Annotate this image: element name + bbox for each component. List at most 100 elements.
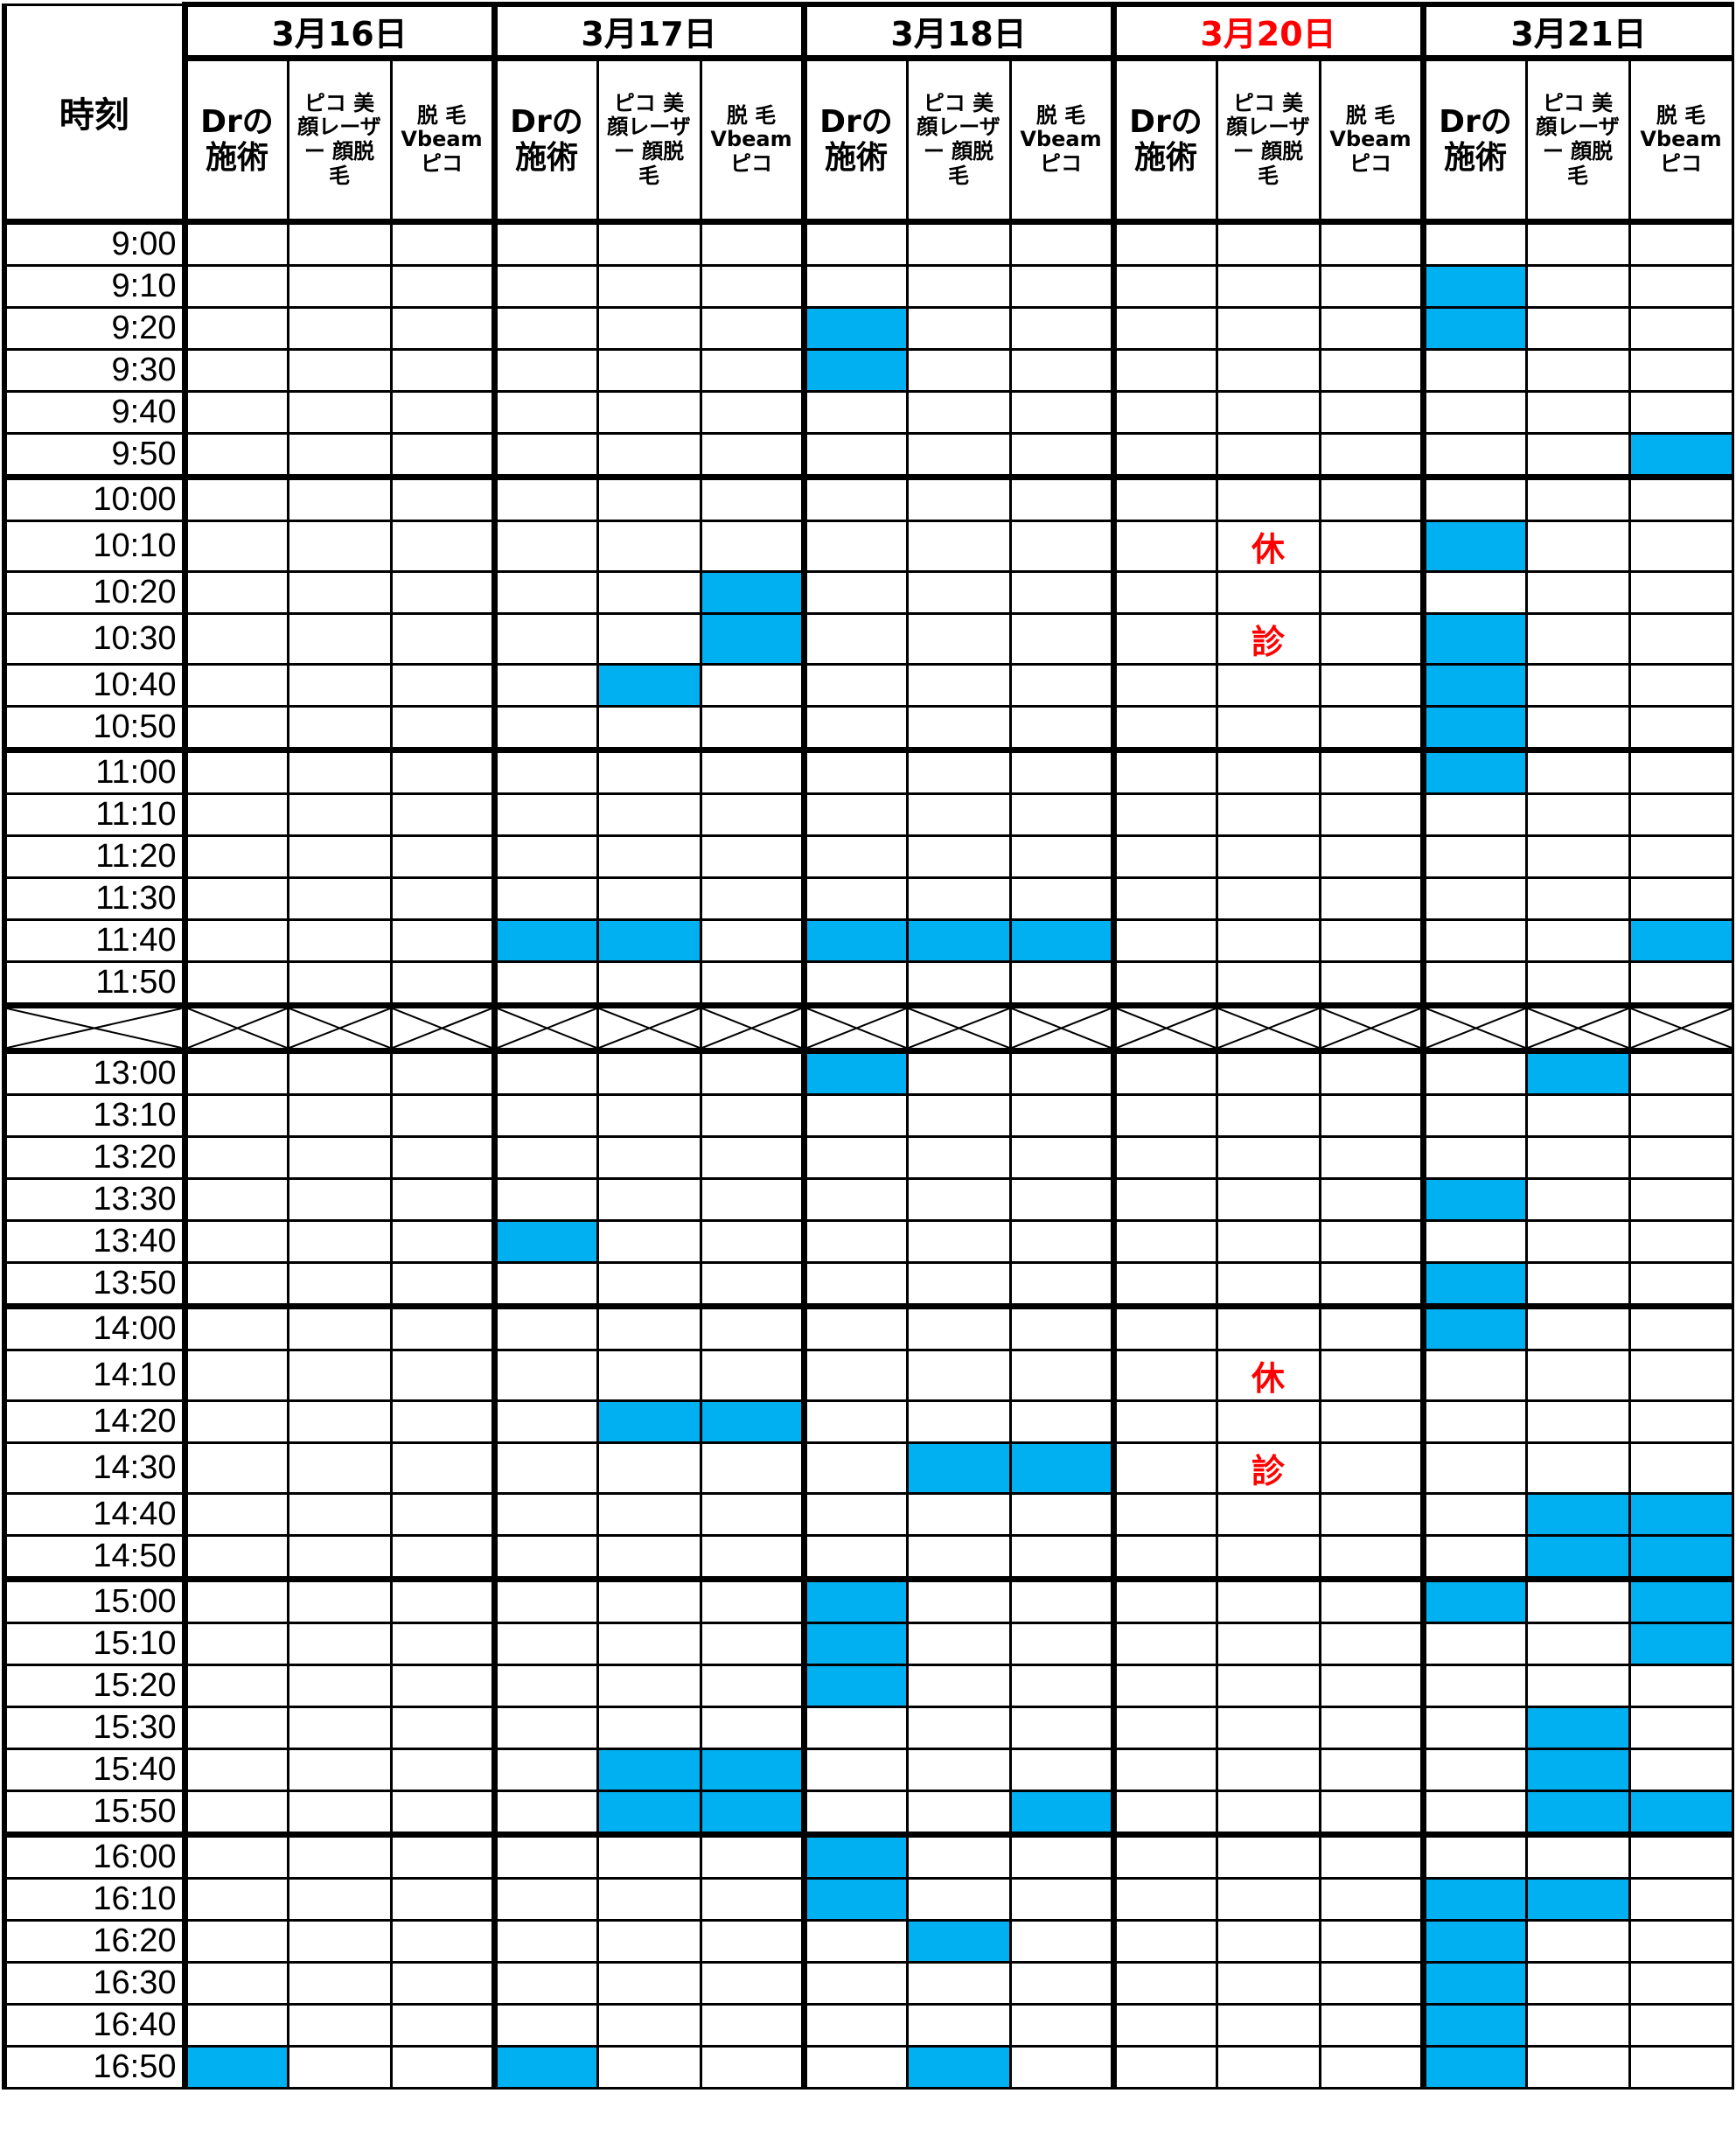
booked-slot[interactable] bbox=[1524, 1877, 1631, 1922]
booked-slot[interactable] bbox=[1628, 1790, 1734, 1836]
available-slot[interactable] bbox=[800, 1790, 909, 1836]
available-slot[interactable] bbox=[1524, 390, 1631, 435]
available-slot[interactable] bbox=[905, 1261, 1012, 1308]
available-slot[interactable] bbox=[1524, 2045, 1631, 2090]
available-slot[interactable] bbox=[181, 612, 289, 666]
available-slot[interactable] bbox=[1008, 1399, 1115, 1444]
available-slot[interactable] bbox=[905, 1706, 1012, 1750]
available-slot[interactable] bbox=[1419, 834, 1528, 879]
available-slot[interactable] bbox=[800, 1706, 909, 1750]
available-slot[interactable] bbox=[389, 2003, 496, 2048]
available-slot[interactable] bbox=[1628, 2003, 1734, 2048]
available-slot[interactable] bbox=[1524, 1349, 1631, 1402]
available-slot[interactable] bbox=[286, 1135, 393, 1180]
available-slot[interactable] bbox=[699, 1261, 805, 1308]
available-slot[interactable] bbox=[1524, 876, 1631, 921]
available-slot[interactable] bbox=[1008, 1349, 1115, 1402]
available-slot[interactable] bbox=[699, 1349, 805, 1402]
available-slot[interactable] bbox=[1318, 1303, 1425, 1351]
available-slot[interactable] bbox=[800, 1492, 909, 1537]
available-slot[interactable] bbox=[1008, 220, 1115, 267]
booked-slot[interactable] bbox=[699, 612, 805, 666]
available-slot[interactable] bbox=[1318, 747, 1425, 795]
available-slot[interactable] bbox=[1110, 1303, 1218, 1351]
available-slot[interactable] bbox=[491, 612, 599, 666]
available-slot[interactable] bbox=[1524, 747, 1631, 795]
available-slot[interactable] bbox=[800, 960, 909, 1007]
booked-slot[interactable] bbox=[1419, 2003, 1528, 2048]
available-slot[interactable] bbox=[286, 834, 393, 879]
available-slot[interactable] bbox=[491, 1534, 599, 1580]
available-slot[interactable] bbox=[1215, 1576, 1321, 1624]
available-slot[interactable] bbox=[800, 1441, 909, 1495]
available-slot[interactable] bbox=[699, 1492, 805, 1537]
available-slot[interactable] bbox=[800, 2045, 909, 2090]
available-slot[interactable] bbox=[1318, 2045, 1425, 2090]
available-slot[interactable] bbox=[699, 1303, 805, 1351]
available-slot[interactable] bbox=[1110, 2045, 1218, 2090]
available-slot[interactable] bbox=[286, 705, 393, 751]
available-slot[interactable] bbox=[491, 1622, 599, 1666]
available-slot[interactable] bbox=[389, 1576, 496, 1624]
booked-slot[interactable] bbox=[1628, 1534, 1734, 1580]
available-slot[interactable] bbox=[1419, 570, 1528, 615]
available-slot[interactable] bbox=[596, 1622, 702, 1666]
available-slot[interactable] bbox=[1008, 1576, 1115, 1624]
available-slot[interactable] bbox=[1524, 1576, 1631, 1624]
available-slot[interactable] bbox=[1008, 306, 1115, 351]
available-slot[interactable] bbox=[1215, 834, 1321, 879]
available-slot[interactable] bbox=[800, 705, 909, 751]
available-slot[interactable] bbox=[389, 520, 496, 573]
available-slot[interactable] bbox=[1110, 390, 1218, 435]
booked-slot[interactable] bbox=[1524, 1492, 1631, 1537]
available-slot[interactable] bbox=[181, 1961, 289, 2006]
available-slot[interactable] bbox=[596, 1877, 702, 1922]
available-slot[interactable] bbox=[1318, 612, 1425, 666]
available-slot[interactable] bbox=[1419, 1441, 1528, 1495]
available-slot[interactable] bbox=[1524, 306, 1631, 351]
available-slot[interactable] bbox=[1524, 1961, 1631, 2006]
available-slot[interactable] bbox=[1215, 1492, 1321, 1537]
available-slot[interactable] bbox=[800, 1961, 909, 2006]
available-slot[interactable] bbox=[1419, 432, 1528, 478]
available-slot[interactable] bbox=[699, 834, 805, 879]
available-slot[interactable] bbox=[1524, 474, 1631, 522]
available-slot[interactable] bbox=[1215, 1399, 1321, 1444]
available-slot[interactable] bbox=[1318, 1219, 1425, 1264]
available-slot[interactable] bbox=[1628, 705, 1734, 751]
available-slot[interactable] bbox=[389, 348, 496, 393]
available-slot[interactable] bbox=[1628, 1919, 1734, 1964]
available-slot[interactable] bbox=[800, 1534, 909, 1580]
available-slot[interactable] bbox=[699, 663, 805, 708]
available-slot[interactable] bbox=[389, 220, 496, 267]
available-slot[interactable] bbox=[389, 264, 496, 309]
available-slot[interactable] bbox=[699, 1706, 805, 1750]
available-slot[interactable] bbox=[699, 876, 805, 921]
available-slot[interactable] bbox=[1110, 1790, 1218, 1836]
available-slot[interactable] bbox=[181, 1050, 289, 1096]
available-slot[interactable] bbox=[1110, 348, 1218, 393]
available-slot[interactable] bbox=[491, 1748, 599, 1792]
available-slot[interactable] bbox=[491, 570, 599, 615]
available-slot[interactable] bbox=[286, 918, 393, 963]
available-slot[interactable] bbox=[491, 1349, 599, 1402]
available-slot[interactable] bbox=[181, 1576, 289, 1624]
available-slot[interactable] bbox=[905, 2003, 1012, 2048]
available-slot[interactable] bbox=[1419, 1534, 1528, 1580]
available-slot[interactable] bbox=[286, 747, 393, 795]
available-slot[interactable] bbox=[491, 960, 599, 1007]
available-slot[interactable] bbox=[1008, 432, 1115, 478]
booked-slot[interactable] bbox=[1419, 612, 1528, 666]
available-slot[interactable] bbox=[1419, 474, 1528, 522]
available-slot[interactable] bbox=[181, 520, 289, 573]
available-slot[interactable] bbox=[1419, 1832, 1528, 1880]
available-slot[interactable] bbox=[1419, 390, 1528, 435]
available-slot[interactable] bbox=[286, 1219, 393, 1264]
available-slot[interactable] bbox=[1318, 390, 1425, 435]
available-slot[interactable] bbox=[491, 792, 599, 837]
available-slot[interactable] bbox=[286, 1399, 393, 1444]
available-slot[interactable] bbox=[1008, 2003, 1115, 2048]
available-slot[interactable] bbox=[1524, 2003, 1631, 2048]
available-slot[interactable] bbox=[905, 876, 1012, 921]
available-slot[interactable] bbox=[800, 1748, 909, 1792]
